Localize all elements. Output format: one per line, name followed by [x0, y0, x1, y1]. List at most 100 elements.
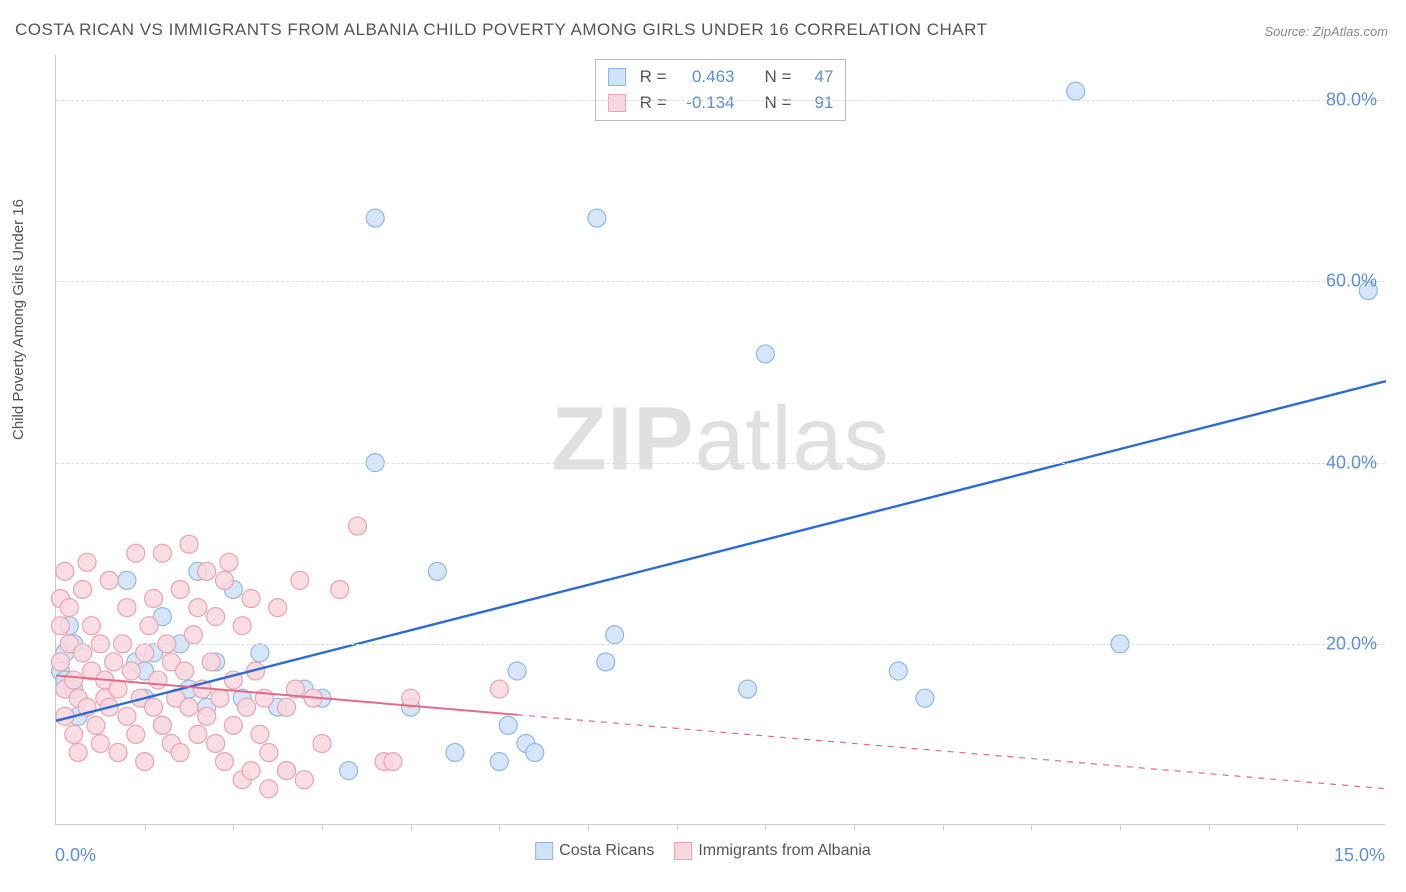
legend-item: Costa Ricans: [535, 842, 654, 860]
data-point: [269, 599, 287, 617]
data-point: [331, 580, 349, 598]
data-point: [207, 734, 225, 752]
data-point: [446, 744, 464, 762]
legend-label: Immigrants from Albania: [698, 842, 871, 859]
data-point: [65, 725, 83, 743]
data-point: [233, 617, 251, 635]
plot-area: ZIPatlas R =0.463N =47R =-0.134N =91 20.…: [55, 55, 1385, 825]
data-point: [74, 644, 92, 662]
data-point: [215, 571, 233, 589]
data-point: [207, 608, 225, 626]
data-point: [588, 209, 606, 227]
data-point: [171, 744, 189, 762]
y-tick-label: 60.0%: [1326, 271, 1377, 292]
data-point: [916, 689, 934, 707]
y-axis-label: Child Poverty Among Girls Under 16: [10, 199, 27, 440]
data-point: [490, 753, 508, 771]
chart-source: Source: ZipAtlas.com: [1264, 24, 1388, 39]
data-point: [51, 653, 69, 671]
data-point: [109, 744, 127, 762]
correlation-chart: COSTA RICAN VS IMMIGRANTS FROM ALBANIA C…: [0, 0, 1406, 892]
n-value: 91: [799, 90, 833, 116]
stats-legend-row: R =-0.134N =91: [608, 90, 834, 116]
plot-svg: [56, 55, 1385, 824]
x-tick: [1031, 824, 1032, 830]
series-legend: Costa Ricans Immigrants from Albania: [535, 842, 871, 860]
data-point: [889, 662, 907, 680]
data-point: [313, 734, 331, 752]
data-point: [242, 762, 260, 780]
data-point: [51, 617, 69, 635]
data-point: [597, 653, 615, 671]
data-point: [180, 535, 198, 553]
gridline: [56, 644, 1385, 645]
x-tick: [411, 824, 412, 830]
data-point: [100, 571, 118, 589]
data-point: [238, 698, 256, 716]
legend-item: Immigrants from Albania: [674, 842, 871, 860]
data-point: [145, 590, 163, 608]
x-tick: [322, 824, 323, 830]
data-point: [384, 753, 402, 771]
chart-title: COSTA RICAN VS IMMIGRANTS FROM ALBANIA C…: [15, 20, 988, 40]
data-point: [78, 553, 96, 571]
data-point: [291, 571, 309, 589]
data-point: [140, 617, 158, 635]
data-point: [87, 716, 105, 734]
data-point: [145, 698, 163, 716]
data-point: [127, 725, 145, 743]
data-point: [224, 716, 242, 734]
data-point: [278, 698, 296, 716]
data-point: [176, 662, 194, 680]
gridline: [56, 100, 1385, 101]
data-point: [198, 562, 216, 580]
n-label: N =: [765, 64, 792, 90]
x-tick: [233, 824, 234, 830]
x-axis-min-label: 0.0%: [55, 845, 96, 866]
data-point: [153, 544, 171, 562]
data-point: [82, 617, 100, 635]
data-point: [756, 345, 774, 363]
data-point: [149, 671, 167, 689]
data-point: [251, 725, 269, 743]
x-tick: [677, 824, 678, 830]
data-point: [348, 517, 366, 535]
r-value: -0.134: [675, 90, 735, 116]
stats-legend-row: R =0.463N =47: [608, 64, 834, 90]
data-point: [260, 780, 278, 798]
x-tick: [588, 824, 589, 830]
y-tick-label: 80.0%: [1326, 90, 1377, 111]
data-point: [118, 571, 136, 589]
data-point: [366, 209, 384, 227]
data-point: [526, 744, 544, 762]
data-point: [184, 626, 202, 644]
x-tick: [854, 824, 855, 830]
legend-swatch: [535, 842, 553, 860]
legend-label: Costa Ricans: [559, 842, 654, 859]
data-point: [499, 716, 517, 734]
data-point: [60, 599, 78, 617]
n-label: N =: [765, 90, 792, 116]
r-value: 0.463: [675, 64, 735, 90]
data-point: [606, 626, 624, 644]
legend-swatch: [608, 94, 626, 112]
data-point: [220, 553, 238, 571]
data-point: [1067, 82, 1085, 100]
x-tick: [1209, 824, 1210, 830]
data-point: [122, 662, 140, 680]
data-point: [739, 680, 757, 698]
data-point: [251, 644, 269, 662]
data-point: [428, 562, 446, 580]
x-tick: [145, 824, 146, 830]
data-point: [189, 599, 207, 617]
data-point: [118, 707, 136, 725]
data-point: [198, 707, 216, 725]
r-label: R =: [640, 64, 667, 90]
data-point: [508, 662, 526, 680]
gridline: [56, 281, 1385, 282]
data-point: [242, 590, 260, 608]
data-point: [136, 644, 154, 662]
stats-legend: R =0.463N =47R =-0.134N =91: [595, 59, 847, 121]
data-point: [127, 544, 145, 562]
data-point: [340, 762, 358, 780]
